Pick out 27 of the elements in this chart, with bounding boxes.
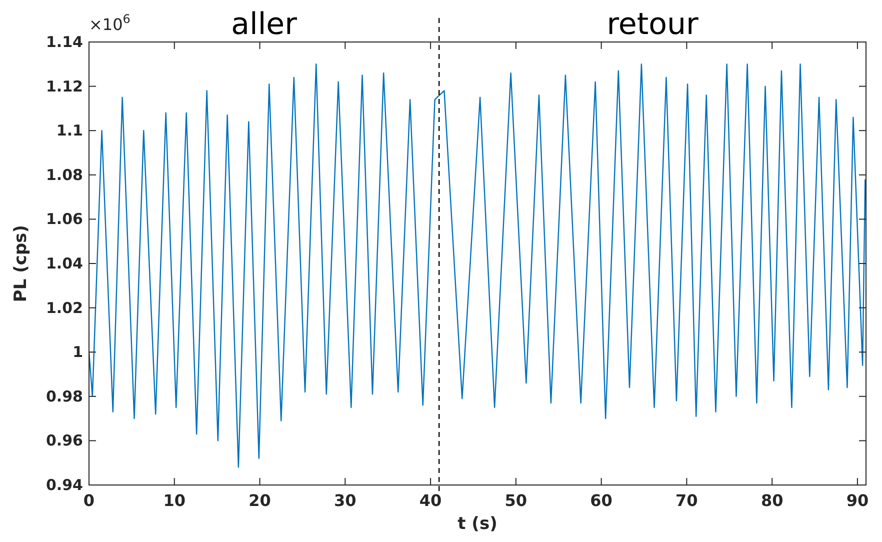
x-axis-title: t (s) (458, 514, 498, 534)
y-tick-label: 1.04 (46, 254, 83, 272)
x-tick-label: 80 (760, 491, 784, 510)
y-tick-label: 1.02 (46, 298, 83, 317)
y-tick-label: 1.1 (56, 122, 83, 140)
x-tick-label: 90 (846, 491, 869, 510)
x-tick-label: 40 (419, 491, 442, 510)
x-tick-label: 0 (83, 491, 95, 510)
y-tick-label: 1 (72, 343, 83, 362)
y-tick-label: 1.08 (46, 166, 83, 184)
x-tick-label: 30 (334, 491, 356, 510)
line-series (89, 64, 866, 468)
y-tick-label: 1.06 (46, 210, 83, 228)
y-tick-label: 0.96 (46, 432, 83, 450)
x-tick-label: 50 (504, 491, 528, 510)
x-tick-label: 20 (248, 491, 271, 510)
text: aller (231, 7, 298, 42)
text: ×10$^{6}$ (89, 12, 130, 34)
y-tick-label: 0.94 (46, 476, 83, 494)
y-tick-label: 0.98 (46, 387, 83, 406)
y-axis-title: PL (cps) (11, 224, 31, 302)
x-tick-label: 60 (590, 491, 612, 510)
x-tick-label: 70 (676, 491, 698, 510)
x-tick-label: 10 (163, 491, 186, 510)
y-tick-label: 1.12 (46, 77, 83, 96)
y-tick-label: 1.14 (46, 33, 83, 51)
text: retour (606, 7, 699, 42)
